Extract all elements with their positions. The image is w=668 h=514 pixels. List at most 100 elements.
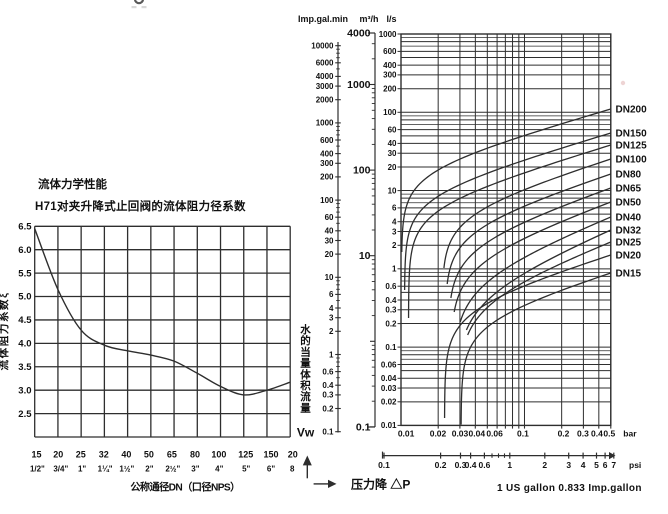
svg-text:6000: 6000 [316, 59, 334, 68]
svg-text:5": 5" [242, 465, 250, 474]
svg-text:100: 100 [353, 165, 371, 177]
svg-text:量: 量 [300, 401, 311, 414]
svg-text:1000: 1000 [379, 30, 397, 39]
svg-text:25: 25 [76, 450, 86, 460]
svg-text:的: 的 [300, 334, 311, 347]
svg-text:60: 60 [388, 125, 397, 134]
svg-text:DN50: DN50 [616, 198, 642, 209]
svg-text:2.5: 2.5 [18, 409, 32, 420]
svg-text:4: 4 [392, 218, 397, 227]
svg-text:1/2": 1/2" [30, 465, 45, 474]
svg-text:DN40: DN40 [616, 213, 642, 224]
svg-text:当: 当 [300, 345, 311, 358]
svg-text:10000: 10000 [311, 42, 334, 51]
svg-text:1½": 1½" [119, 465, 134, 474]
svg-text:H71对夹升降式止回阀的流体阻力径系数: H71对夹升降式止回阀的流体阻力径系数 [35, 199, 246, 213]
svg-text:200: 200 [320, 173, 334, 182]
svg-text:10: 10 [359, 250, 371, 262]
svg-text:1000: 1000 [316, 119, 334, 128]
svg-text:4: 4 [581, 460, 586, 470]
svg-text:100: 100 [211, 450, 226, 460]
svg-text:40: 40 [325, 227, 334, 236]
svg-text:流: 流 [300, 390, 311, 403]
svg-text:0.4: 0.4 [465, 460, 477, 470]
svg-text:1 US gallon 0.833 Imp.gallon: 1 US gallon 0.833 Imp.gallon [497, 483, 642, 494]
svg-text:20: 20 [53, 450, 63, 460]
svg-text:0.04: 0.04 [381, 374, 397, 383]
svg-text:60: 60 [325, 213, 334, 222]
svg-text:6: 6 [603, 460, 608, 470]
svg-text:0.3: 0.3 [577, 429, 589, 439]
svg-text:3.5: 3.5 [18, 362, 32, 373]
svg-text:3: 3 [329, 314, 334, 323]
svg-text:0.6: 0.6 [478, 460, 490, 470]
svg-text:6: 6 [329, 290, 334, 299]
svg-text:m³/h: m³/h [360, 14, 379, 24]
svg-text:2: 2 [392, 241, 397, 250]
svg-text:600: 600 [383, 47, 397, 56]
svg-text:0.02: 0.02 [381, 398, 397, 407]
svg-text:1": 1" [78, 465, 86, 474]
svg-text:150: 150 [263, 450, 278, 460]
svg-text:6: 6 [392, 204, 397, 213]
svg-text:400: 400 [383, 61, 397, 70]
svg-text:100: 100 [320, 196, 334, 205]
svg-text:公称通径DN（口径NPS）: 公称通径DN（口径NPS） [130, 481, 239, 494]
svg-text:1000: 1000 [347, 79, 371, 91]
svg-text:DN25: DN25 [616, 238, 642, 249]
svg-text:0.4: 0.4 [385, 296, 397, 305]
svg-text:0.3: 0.3 [322, 391, 334, 400]
svg-text:0.1: 0.1 [322, 428, 334, 437]
svg-text:4000: 4000 [316, 72, 334, 81]
svg-text:l/s: l/s [387, 14, 397, 24]
svg-text:0.03: 0.03 [452, 429, 469, 439]
svg-text:2½": 2½" [165, 465, 180, 474]
svg-text:Imp.gal.min: Imp.gal.min [298, 14, 348, 24]
svg-text:0.3: 0.3 [385, 306, 397, 315]
svg-text:流体力学性能: 流体力学性能 [38, 177, 107, 191]
svg-text:32: 32 [99, 450, 109, 460]
svg-text:0.3: 0.3 [455, 460, 467, 470]
svg-text:流体阻力系数ξ: 流体阻力系数ξ [0, 292, 10, 371]
svg-text:体: 体 [300, 368, 311, 381]
svg-text:0.1: 0.1 [378, 460, 390, 470]
svg-text:bar: bar [623, 429, 637, 439]
svg-text:7: 7 [611, 460, 616, 470]
svg-text:0.02: 0.02 [430, 429, 447, 439]
svg-text:30: 30 [325, 236, 334, 245]
svg-text:0.04: 0.04 [469, 429, 486, 439]
svg-text:600: 600 [320, 136, 334, 145]
svg-text:3: 3 [392, 227, 397, 236]
svg-text:3000: 3000 [316, 82, 334, 91]
svg-text:80: 80 [190, 450, 200, 460]
svg-text:psi: psi [629, 460, 641, 470]
svg-text:300: 300 [320, 159, 334, 168]
svg-text:6.0: 6.0 [18, 245, 31, 256]
svg-text:压力降 △P: 压力降 △P [351, 477, 410, 492]
svg-text:DN150: DN150 [616, 129, 648, 140]
svg-text:4000: 4000 [347, 28, 371, 40]
svg-text:0.5: 0.5 [603, 429, 615, 439]
svg-text:2: 2 [329, 327, 334, 336]
svg-text:300: 300 [383, 71, 397, 80]
svg-text:5.5: 5.5 [18, 268, 32, 279]
svg-text:125: 125 [238, 450, 253, 460]
svg-text:DN125: DN125 [616, 141, 648, 152]
svg-text:0.06: 0.06 [486, 429, 503, 439]
svg-text:6": 6" [267, 465, 275, 474]
svg-text:DN65: DN65 [616, 184, 642, 195]
svg-text:量: 量 [300, 357, 311, 370]
svg-text:0.2: 0.2 [322, 404, 334, 413]
svg-text:0.6: 0.6 [322, 367, 334, 376]
svg-text:0.03: 0.03 [381, 384, 397, 393]
svg-text:1¼": 1¼" [98, 465, 113, 474]
svg-text:8: 8 [290, 465, 295, 474]
svg-text:DN100: DN100 [616, 155, 648, 166]
svg-text:100: 100 [383, 108, 397, 117]
svg-text:0.4: 0.4 [322, 381, 334, 390]
svg-text:DN32: DN32 [616, 226, 642, 237]
svg-text:200: 200 [383, 85, 397, 94]
svg-text:3.0: 3.0 [18, 385, 31, 396]
svg-text:4": 4" [215, 465, 223, 474]
svg-text:40: 40 [121, 450, 131, 460]
